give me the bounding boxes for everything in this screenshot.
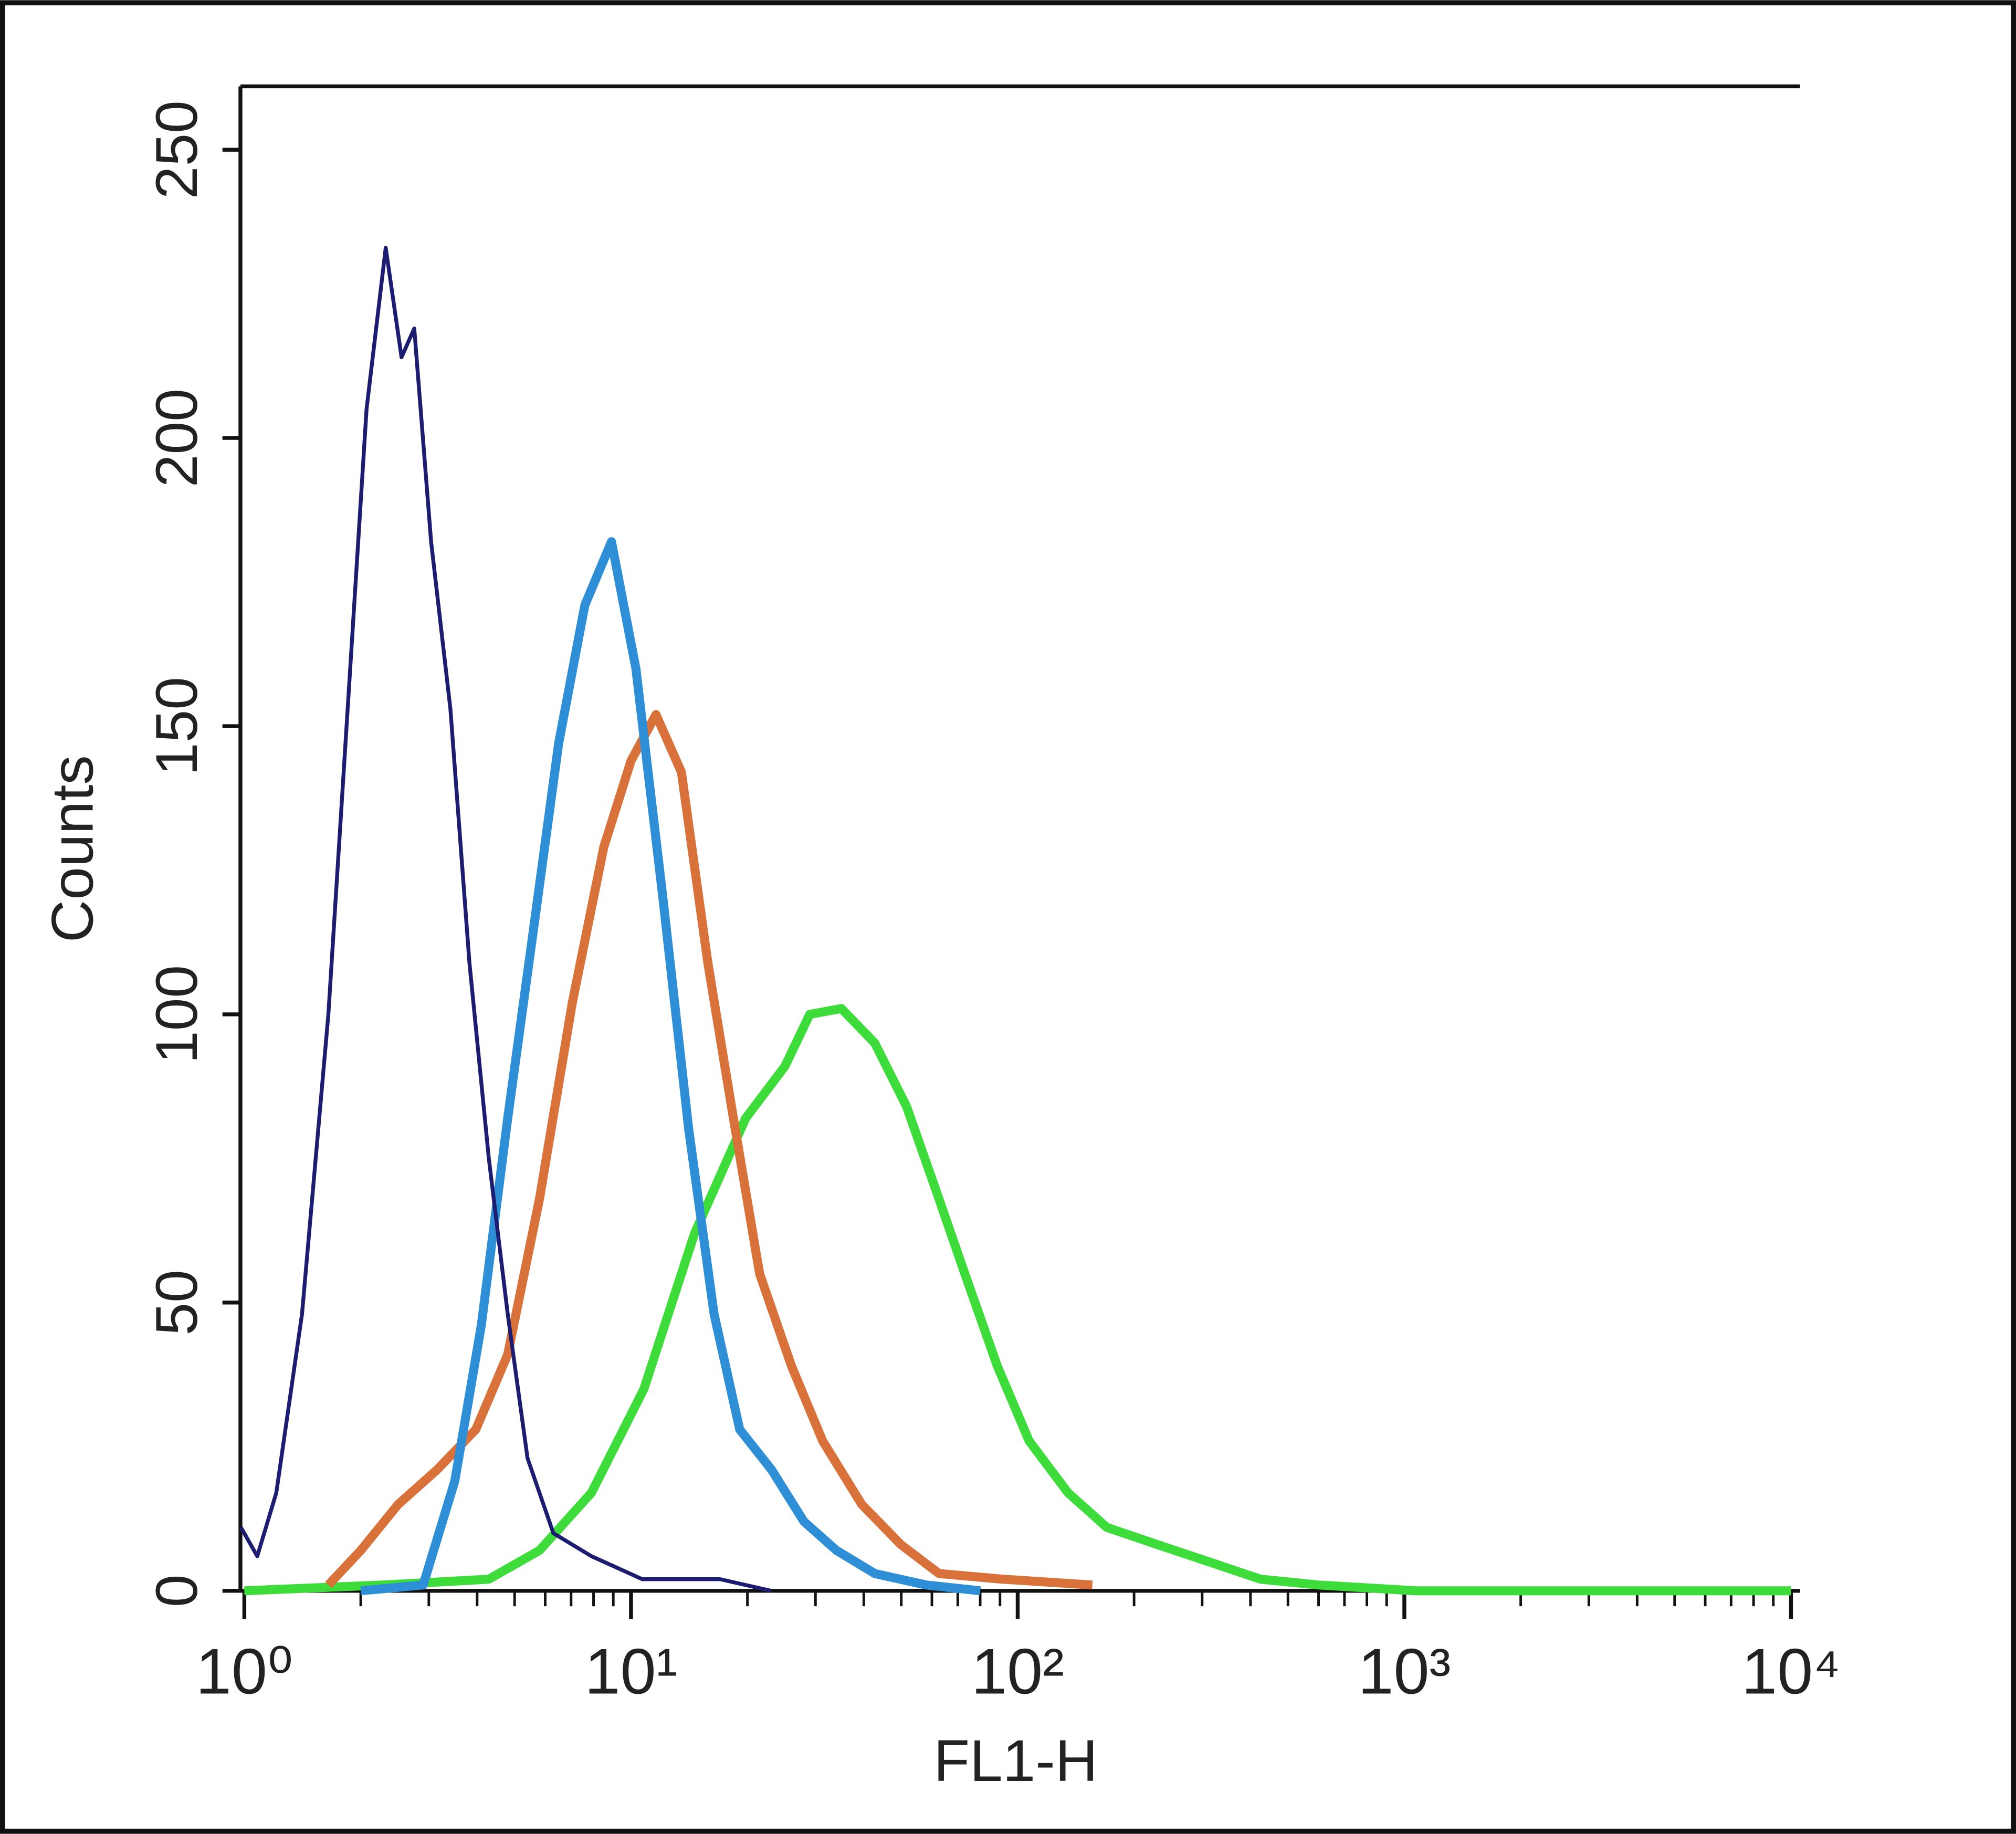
x-tick-label: 10² (971, 1636, 1064, 1707)
y-tick-label: 0 (143, 1574, 209, 1607)
x-tick-label: 10⁴ (1741, 1636, 1841, 1707)
histogram-line (244, 1004, 1791, 1596)
histogram-line (360, 537, 981, 1596)
histogram-line (239, 246, 772, 1593)
y-tick-label: 150 (143, 677, 209, 775)
y-axis-label: Counts (39, 755, 105, 942)
y-tick-label: 250 (143, 100, 209, 199)
x-tick-label: 10³ (1358, 1636, 1451, 1707)
x-tick-label: 10¹ (584, 1636, 677, 1707)
x-axis-label: FL1-H (933, 1727, 1098, 1794)
y-tick-label: 100 (143, 965, 209, 1064)
y-tick-label: 50 (143, 1270, 209, 1335)
x-tick-label: 10⁰ (196, 1636, 293, 1707)
y-tick-label: 200 (143, 389, 209, 487)
